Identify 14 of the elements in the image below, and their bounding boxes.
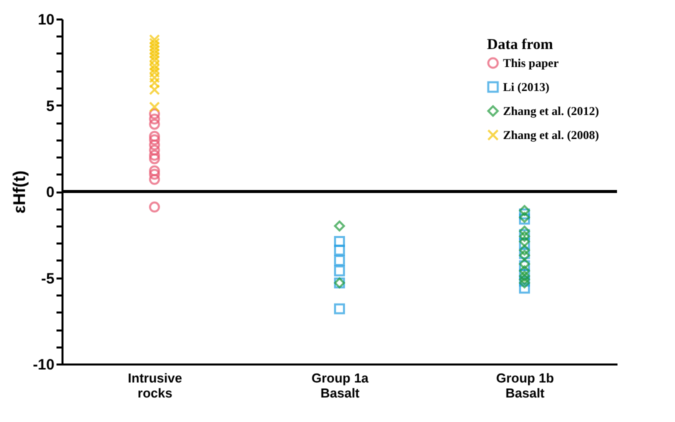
x-tick-label: Group 1a Basalt — [311, 370, 370, 400]
x-tick-label: Intrusive rocks — [128, 370, 182, 400]
legend-label: Zhang et al. (2008) — [503, 128, 600, 142]
y-tick-label: 0 — [46, 184, 54, 201]
y-tick-label: 5 — [46, 98, 54, 115]
legend-label: Zhang et al. (2012) — [503, 104, 600, 118]
y-axis-title: εHf(t) — [10, 170, 29, 214]
y-tick-label: -5 — [41, 270, 54, 288]
legend-label: This paper — [503, 56, 560, 70]
legend-title: Data from — [487, 37, 554, 53]
y-tick-label: -10 — [32, 356, 54, 374]
y-tick-label: 10 — [38, 12, 54, 28]
legend-label: Li (2013) — [503, 80, 550, 94]
x-tick-label: Group 1b Basalt — [496, 370, 554, 400]
